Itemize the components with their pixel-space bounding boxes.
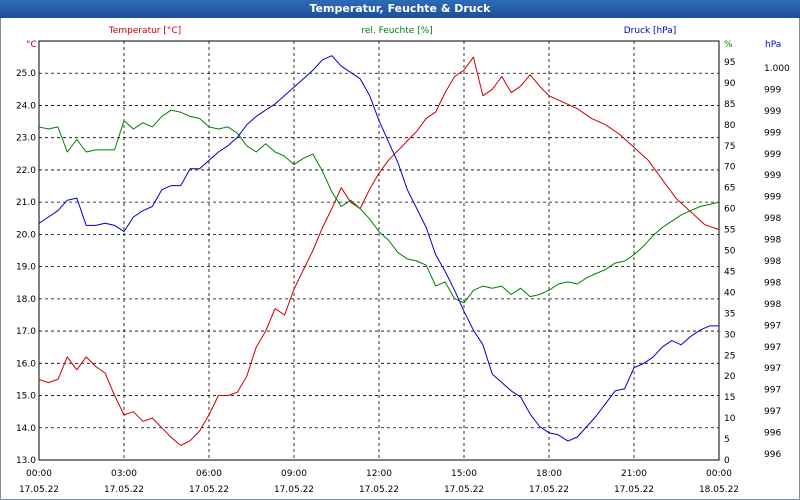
temp-tick-label: 25.0 [16, 69, 36, 79]
humidity-tick-label: 90 [724, 79, 736, 89]
pressure-tick-label: 999 [764, 107, 781, 117]
humidity-tick-label: 25 [724, 351, 735, 361]
x-tick-time: 12:00 [366, 469, 392, 479]
temp-tick-label: 13.0 [16, 456, 36, 466]
pressure-tick-label: 999 [764, 150, 781, 160]
pressure-tick-label: 998 [764, 300, 781, 310]
temp-tick-label: 16.0 [16, 359, 36, 369]
pressure-tick-label: 999 [764, 128, 781, 138]
series-layer [38, 55, 720, 446]
legend-humidity: rel. Feuchte [%] [361, 26, 432, 36]
x-tick-time: 00:00 [26, 469, 52, 479]
temp-tick-label: 19.0 [16, 263, 36, 273]
plot-area-border [38, 40, 720, 461]
x-tick-time: 03:00 [111, 469, 137, 479]
x-tick-date: 17.05.22 [19, 485, 59, 495]
temp-tick-label: 21.0 [16, 198, 36, 208]
temp-tick-label: 15.0 [16, 392, 36, 402]
humidity-tick-label: 15 [724, 393, 735, 403]
humidity-tick-label: 45 [724, 267, 735, 277]
x-tick-time: 06:00 [196, 469, 222, 479]
pressure-tick-label: 999 [764, 171, 781, 181]
x-tick-time: 15:00 [451, 469, 477, 479]
humidity-tick-label: 55 [724, 226, 735, 236]
pressure-tick-label: 999 [764, 85, 781, 95]
humidity-tick-label: 30 [724, 330, 736, 340]
humidity-tick-label: 40 [724, 288, 736, 298]
humidity-tick-label: 70 [724, 163, 736, 173]
humidity-tick-label: 10 [724, 414, 736, 424]
x-tick-time: 21:00 [621, 469, 647, 479]
pressure-tick-label: 998 [764, 278, 781, 288]
pressure-tick-label: 998 [764, 257, 781, 267]
x-tick-time: 09:00 [281, 469, 307, 479]
pressure-tick-label: 997 [764, 321, 781, 331]
pressure-tick-label: 997 [764, 343, 781, 353]
pressure-tick-label: 998 [764, 214, 781, 224]
temp-unit-label: °C [26, 40, 37, 50]
pressure-unit-label: hPa [765, 40, 781, 50]
chart-title: Temperatur, Feuchte & Druck [0, 0, 800, 18]
pressure-tick-label: 1.000 [764, 64, 790, 74]
temp-tick-label: 18.0 [16, 295, 36, 305]
humidity-tick-label: 5 [724, 435, 730, 445]
x-tick-date: 17.05.22 [529, 485, 569, 495]
pressure-series-line [38, 55, 719, 442]
pressure-tick-label: 996 [764, 429, 781, 439]
x-tick-date: 17.05.22 [274, 485, 314, 495]
temperature-series-line [38, 56, 720, 446]
pressure-tick-label: 998 [764, 236, 781, 246]
humidity-unit-label: % [724, 40, 733, 50]
humidity-series-line [38, 109, 720, 304]
x-tick-date: 17.05.22 [444, 485, 484, 495]
legend-pressure: Druck [hPa] [624, 26, 677, 36]
humidity-tick-label: 60 [724, 205, 736, 215]
pressure-tick-label: 997 [764, 407, 781, 417]
temp-tick-label: 22.0 [16, 166, 36, 176]
humidity-tick-label: 80 [724, 121, 736, 131]
x-tick-date: 17.05.22 [189, 485, 229, 495]
x-tick-date: 17.05.22 [614, 485, 654, 495]
humidity-tick-label: 85 [724, 100, 735, 110]
x-tick-time: 18:00 [536, 469, 562, 479]
humidity-tick-label: 95 [724, 58, 735, 68]
humidity-tick-label: 20 [724, 372, 736, 382]
x-tick-time: 00:00 [706, 469, 732, 479]
humidity-tick-label: 50 [724, 247, 736, 257]
x-tick-date: 17.05.22 [104, 485, 144, 495]
temp-tick-label: 20.0 [16, 230, 36, 240]
temp-tick-label: 17.0 [16, 327, 36, 337]
temp-tick-label: 23.0 [16, 134, 36, 144]
tick-labels: 13.0 14.0 15.0 16.0 17.0 18.0 19.0 20.0 21.0 22.0… [16, 58, 790, 495]
humidity-tick-label: 65 [724, 184, 735, 194]
temp-tick-label: 14.0 [16, 424, 36, 434]
pressure-tick-label: 999 [764, 193, 781, 203]
x-tick-date: 18.05.22 [699, 485, 739, 495]
pressure-tick-label: 996 [764, 450, 781, 460]
temp-tick-label: 24.0 [16, 101, 36, 111]
pressure-tick-label: 997 [764, 364, 781, 374]
plot-grid [39, 41, 719, 460]
pressure-tick-label: 997 [764, 386, 781, 396]
x-tick-date: 17.05.22 [359, 485, 399, 495]
humidity-tick-label: 75 [724, 142, 735, 152]
legend-temperature: Temperatur [°C] [108, 26, 181, 36]
humidity-tick-label: 0 [724, 456, 730, 466]
humidity-tick-label: 35 [724, 309, 735, 319]
